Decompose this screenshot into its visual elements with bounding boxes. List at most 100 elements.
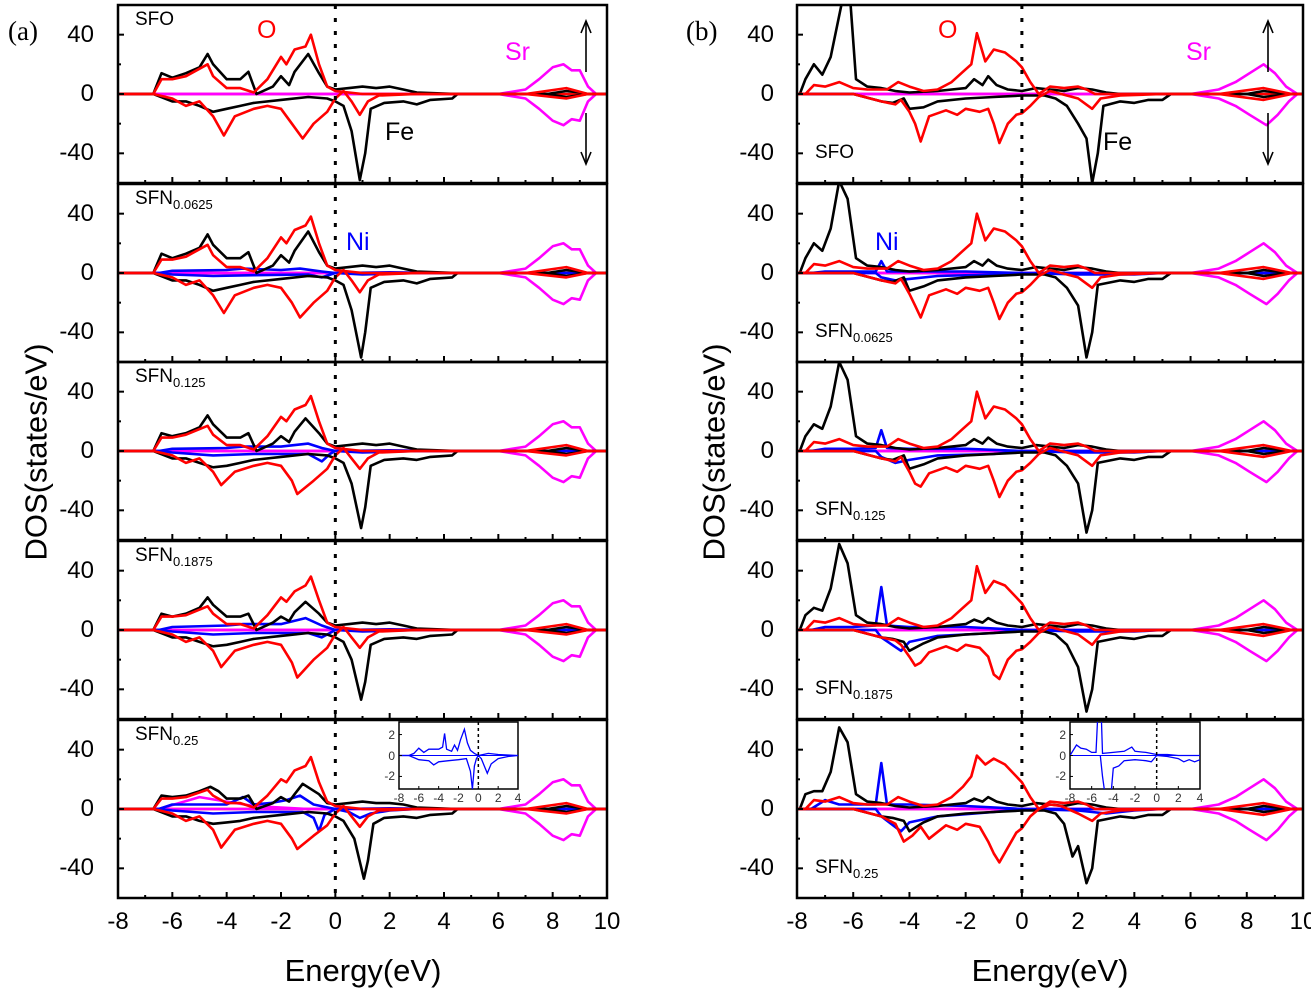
x-tick-label: 6 xyxy=(1183,908,1198,935)
panel-label: SFN0.0625 xyxy=(815,322,893,344)
dos-curve-sr-up xyxy=(797,598,1303,632)
inset-x-tick-label: -4 xyxy=(1107,791,1119,805)
figure-label-a: (a) xyxy=(8,16,38,46)
dos-curve-sr-up xyxy=(797,419,1303,453)
x-tick-label: 4 xyxy=(1127,908,1142,935)
y-tick-label: -40 xyxy=(739,318,774,346)
dos-curve-sr-up xyxy=(118,242,607,275)
x-tick-label: -6 xyxy=(161,908,183,935)
spin-up-arrow-head xyxy=(1262,18,1274,34)
y-tick-label: -40 xyxy=(739,675,774,703)
x-tick-label: 4 xyxy=(437,908,451,935)
panel-label: SFN0.25 xyxy=(815,858,878,880)
y-tick-label: 0 xyxy=(760,616,774,643)
panel-label-base: SFN xyxy=(135,366,173,387)
panel-1-4 xyxy=(795,718,1305,900)
y-tick-label: -40 xyxy=(59,496,94,524)
panel-0-4 xyxy=(116,718,609,900)
x-axis-label-a: Energy(eV) xyxy=(284,953,442,988)
panel-label-subscript: 0.25 xyxy=(853,866,879,881)
inset-x-tick-label: -8 xyxy=(393,791,405,805)
panel-label-subscript: 0.0625 xyxy=(853,330,893,345)
panel-label: SFO xyxy=(815,143,854,162)
dos-curve-o-down xyxy=(797,625,1303,681)
y-tick-label: 40 xyxy=(67,556,94,584)
panel-label: SFO xyxy=(135,10,174,29)
x-tick-label: -4 xyxy=(898,908,921,935)
dos-curve-sr-up xyxy=(797,777,1303,811)
dos-curve-sr-down xyxy=(797,271,1303,306)
panel-label-base: SFO xyxy=(135,9,175,30)
dos-curve-fe-down xyxy=(797,271,1303,359)
y-tick-label: -40 xyxy=(739,139,774,167)
dos-curve-fe-down xyxy=(797,449,1303,534)
panel-label-subscript: 0.25 xyxy=(173,733,199,748)
panel-label-base: SFN xyxy=(815,321,853,342)
panel-label-base: SFN xyxy=(815,857,853,878)
x-tick-label: 2 xyxy=(1071,908,1085,935)
dos-curve-fe-down xyxy=(797,807,1303,885)
x-tick-label: 8 xyxy=(545,908,560,935)
dos-curve-sr-down xyxy=(118,449,607,484)
dos-curve-sr-up xyxy=(797,242,1303,275)
y-axis-label-b: DOS(states/eV) xyxy=(696,343,732,561)
inset-x-tick-label: -8 xyxy=(1064,791,1076,805)
spin-down-arrow-head xyxy=(580,151,592,167)
dos-curve-sr-down xyxy=(118,271,607,306)
inset-curve-ni-up xyxy=(399,727,518,757)
y-tick-label: 40 xyxy=(747,199,774,227)
inset-x-tick-label: -6 xyxy=(413,791,425,805)
panel-label: SFN0.125 xyxy=(135,367,206,389)
panel-label: SFN0.1875 xyxy=(135,546,213,568)
inset-curve-ni-down xyxy=(399,754,518,789)
x-tick-label: 0 xyxy=(1015,908,1029,935)
dos-curve-sr-down xyxy=(118,92,607,127)
x-tick-label: -8 xyxy=(107,908,129,935)
dos-curve-o-down xyxy=(118,804,607,851)
dos-curve-o-down xyxy=(797,446,1303,499)
annotation-fe-b: Fe xyxy=(1103,128,1133,156)
y-tick-label: 0 xyxy=(760,437,774,464)
dos-curve-fe-up xyxy=(797,542,1303,632)
dos-curve-sr-up xyxy=(118,598,607,632)
panel-label: SFN0.1875 xyxy=(815,679,893,701)
inset-x-tick-label: 4 xyxy=(1196,791,1204,805)
dos-curve-sr-down xyxy=(118,628,607,663)
y-tick-label: 0 xyxy=(80,80,94,107)
dos-curve-o-up xyxy=(797,754,1303,811)
y-tick-label: -40 xyxy=(59,318,94,346)
dos-curve-fe-down xyxy=(118,271,607,359)
inset-x-tick-label: 2 xyxy=(494,791,502,805)
inset-curve-ni-down xyxy=(1099,754,1200,789)
inset-x-tick-label: -2 xyxy=(1129,791,1141,805)
y-tick-label: 40 xyxy=(747,20,774,48)
panel-label-subscript: 0.1875 xyxy=(853,687,893,702)
panel-label-base: SFN xyxy=(135,188,173,209)
y-tick-label: -40 xyxy=(739,854,774,882)
dos-curve-fe-up xyxy=(118,596,607,632)
dos-curve-o-up xyxy=(797,390,1303,453)
panel-label: SFN0.25 xyxy=(135,725,198,747)
panel-1-1 xyxy=(795,182,1305,364)
inset-x-tick-label: 4 xyxy=(514,791,522,805)
inset-ni-dos xyxy=(398,721,519,790)
y-tick-label: 40 xyxy=(67,20,94,48)
dos-curve-sr-down xyxy=(797,628,1303,663)
y-tick-label: 40 xyxy=(747,377,774,405)
panel-label-base: SFN xyxy=(135,545,173,566)
inset-x-tick-label: 2 xyxy=(1174,791,1182,805)
y-tick-label: 40 xyxy=(67,377,94,405)
dos-curve-sr-up xyxy=(797,63,1303,96)
y-tick-label: 0 xyxy=(80,616,94,643)
inset-x-tick-label: 0 xyxy=(1153,791,1160,805)
annotation-sr-b: Sr xyxy=(1186,38,1211,66)
annotation-fe-a: Fe xyxy=(385,118,415,146)
dos-curve-sr-up xyxy=(118,63,607,96)
panel-label: SFN0.125 xyxy=(815,500,886,522)
dos-curve-sr-up xyxy=(118,419,607,453)
x-tick-label: -6 xyxy=(842,908,864,935)
y-tick-label: -40 xyxy=(59,675,94,703)
dos-curve-o-down xyxy=(118,446,607,496)
inset-y-tick-label: 0 xyxy=(1059,748,1066,763)
